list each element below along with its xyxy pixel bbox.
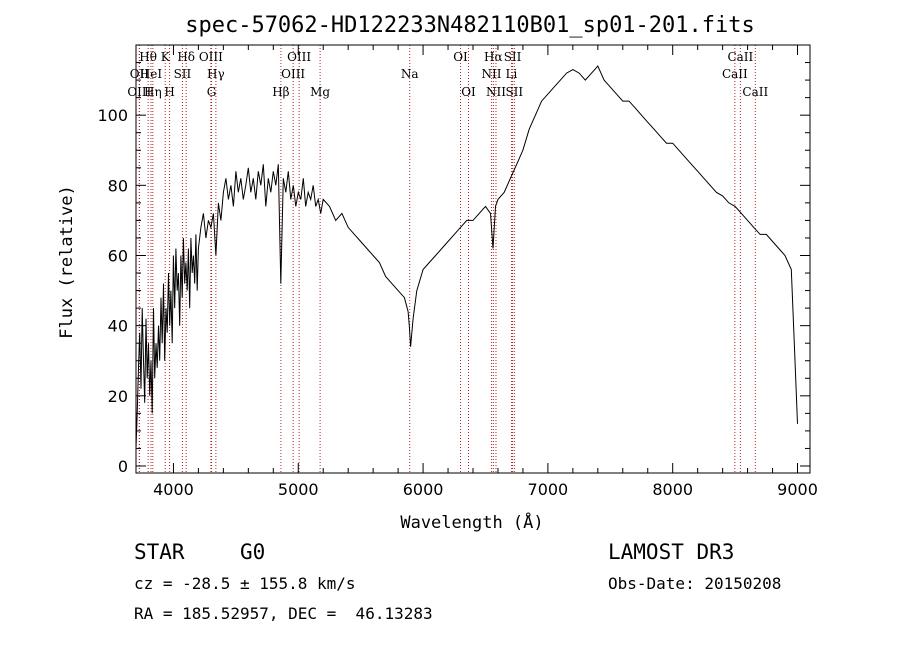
y-tick-label: 100 <box>97 106 128 125</box>
chart-title: spec-57062-HD122233N482110B01_sp01-201.f… <box>185 13 755 38</box>
y-tick-label: 40 <box>108 317 128 336</box>
line-label-2: Hθ <box>139 50 157 64</box>
y-tick-label: 20 <box>108 387 128 406</box>
x-tick-label: 4000 <box>153 480 194 499</box>
survey-name: LAMOST DR3 <box>608 540 735 564</box>
x-axis-label: Wavelength (Å) <box>400 511 543 533</box>
line-label-4: Hη <box>144 85 162 99</box>
object-type: STAR <box>134 540 185 564</box>
spectrum-series-line <box>135 65 798 449</box>
x-tick-label: 8000 <box>652 480 693 499</box>
x-tick-label: 6000 <box>403 480 444 499</box>
observation-date: Obs-Date: 20150208 <box>608 574 782 593</box>
line-label-20: Hα <box>484 50 503 64</box>
x-tick-label: 7000 <box>528 480 569 499</box>
line-label-13: OIII <box>281 67 305 81</box>
line-label-22: SII <box>504 50 522 64</box>
line-label-15: Mg <box>310 85 330 99</box>
line-label-3: HeI <box>140 67 163 81</box>
line-label-11: Hγ <box>207 67 225 81</box>
line-label-12: Hβ <box>272 85 289 99</box>
line-label-21: NII <box>486 85 506 99</box>
emission-line-markers <box>138 45 756 473</box>
y-tick-label: 60 <box>108 246 128 265</box>
line-label-24: SII <box>505 85 523 99</box>
y-axis-label: Flux (relative) <box>57 185 77 339</box>
line-label-8: Hδ <box>177 50 195 64</box>
line-label-9: OIII <box>199 50 223 64</box>
x-axis-ticks: 4000 5000 6000 7000 8000 9000 <box>153 45 818 499</box>
plot-frame <box>135 44 811 474</box>
line-label-26: CaII <box>727 50 753 64</box>
line-label-1: OIII <box>127 85 151 99</box>
x-tick-label: 5000 <box>278 480 319 499</box>
line-label-6: H <box>164 85 174 99</box>
line-label-0: OII <box>130 67 150 81</box>
y-tick-label: 0 <box>118 457 128 476</box>
line-label-19: NII <box>481 67 501 81</box>
redshift-velocity: cz = -28.5 ± 155.8 km/s <box>134 574 356 593</box>
line-label-7: SII <box>174 67 192 81</box>
y-tick-label: 80 <box>108 176 128 195</box>
y-axis-ticks: 0 20 40 60 80 100 <box>97 62 810 476</box>
line-label-23: Li <box>506 67 518 81</box>
line-label-27: CaII <box>742 85 768 99</box>
line-label-17: OI <box>453 50 468 64</box>
line-label-5: K <box>161 50 171 64</box>
line-label-16: Na <box>401 67 419 81</box>
coordinates: RA = 185.52957, DEC = 46.13283 <box>134 604 433 623</box>
subclass: G0 <box>240 540 266 564</box>
line-label-14: OIII <box>287 50 311 64</box>
line-label-25: CaII <box>722 67 748 81</box>
x-tick-label: 9000 <box>777 480 818 499</box>
line-label-10: G <box>207 85 217 99</box>
line-label-18: OI <box>461 85 476 99</box>
spectrum-chart: spec-57062-HD122233N482110B01_sp01-201.f… <box>57 13 818 533</box>
